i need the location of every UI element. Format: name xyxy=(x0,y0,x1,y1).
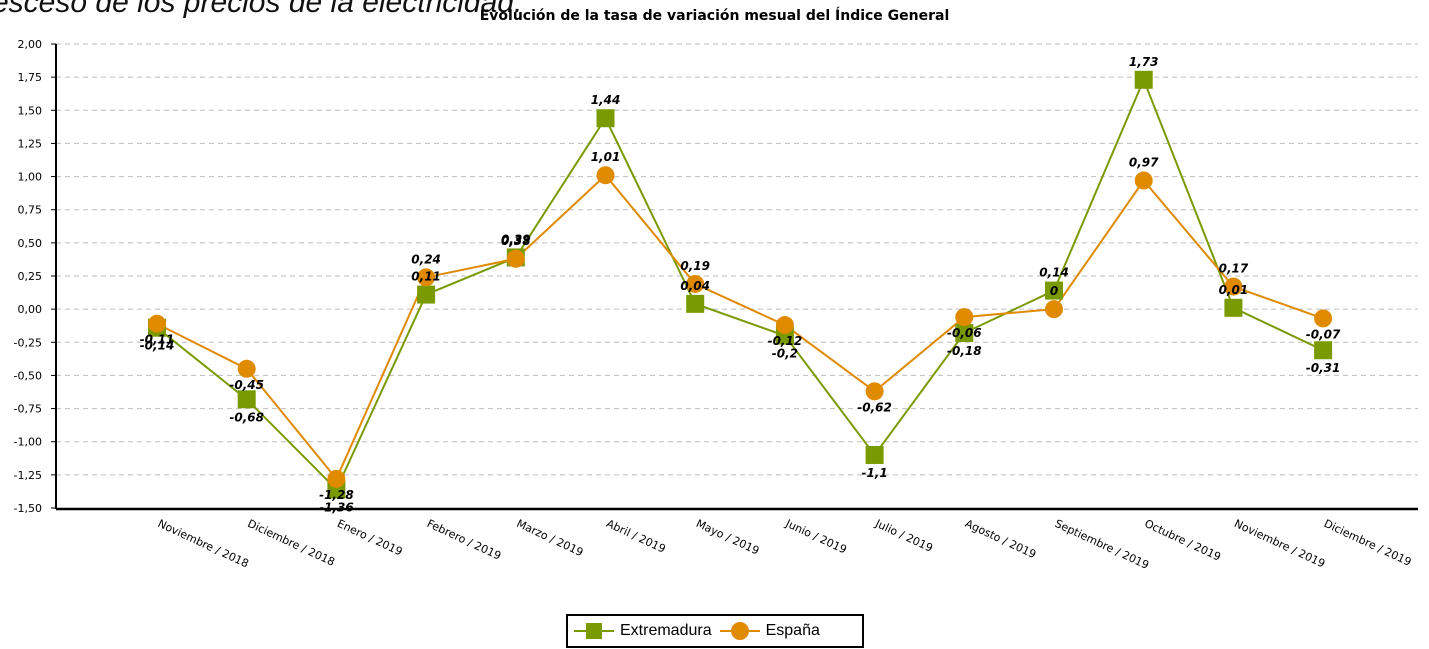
data-label-espana: 0,19 xyxy=(680,259,710,273)
data-label-extremadura: 1,73 xyxy=(1129,55,1159,69)
data-point-espana xyxy=(955,308,974,327)
data-label-espana: -0,06 xyxy=(947,326,982,340)
data-label-extremadura: 0,11 xyxy=(411,270,441,284)
data-label-espana: -1,28 xyxy=(319,488,354,502)
background-caption-text: esceso de los precios de la electricidad… xyxy=(0,0,523,19)
legend: Extremadura España xyxy=(566,614,864,648)
data-point-espana xyxy=(596,166,615,185)
data-label-espana: 0,38 xyxy=(501,234,531,248)
y-tick-label: -1,50 xyxy=(14,502,42,515)
data-label-extremadura: -0,68 xyxy=(229,410,264,424)
x-tick-label: Abril / 2019 xyxy=(604,517,667,556)
data-point-extremadura xyxy=(686,294,705,313)
data-point-espana xyxy=(686,274,705,293)
y-tick-label: 0,00 xyxy=(18,303,43,316)
data-label-extremadura: 0,04 xyxy=(680,279,710,293)
data-label-espana: -0,12 xyxy=(768,334,803,348)
data-point-extremadura xyxy=(1314,341,1333,360)
y-tick-label: 0,50 xyxy=(18,237,43,250)
x-tick-label: Octubre / 2019 xyxy=(1142,517,1222,564)
data-label-extremadura: -0,2 xyxy=(772,347,798,361)
data-point-extremadura xyxy=(1134,70,1153,89)
data-point-espana xyxy=(417,268,436,287)
y-tick-label: 1,75 xyxy=(18,71,43,84)
data-label-extremadura: 0,39 xyxy=(501,232,531,246)
x-tick-label: Diciembre / 2019 xyxy=(1322,517,1413,569)
y-tick-label: 1,50 xyxy=(18,104,43,117)
data-point-espana xyxy=(237,359,256,378)
data-point-espana xyxy=(148,314,166,333)
data-label-espana: 0,97 xyxy=(1129,156,1159,170)
x-tick-label: Noviembre / 2018 xyxy=(156,517,251,571)
series-line-espana xyxy=(156,173,1324,481)
x-tick-label: Junio / 2019 xyxy=(783,517,849,557)
data-point-extremadura xyxy=(596,109,615,128)
data-point-extremadura xyxy=(1224,298,1243,317)
y-tick-label: 2,00 xyxy=(18,38,43,51)
data-label-espana: -0,62 xyxy=(857,400,892,414)
data-label-extremadura: -1,1 xyxy=(861,466,887,480)
data-point-espana xyxy=(775,316,794,335)
data-label-espana: -0,45 xyxy=(229,378,264,392)
data-label-extremadura: 0,01 xyxy=(1219,283,1249,297)
x-tick-label: Julio / 2019 xyxy=(872,517,934,555)
x-tick-label: Noviembre / 2019 xyxy=(1232,517,1327,571)
y-tick-label: -1,25 xyxy=(14,469,42,482)
data-label-extremadura: 1,44 xyxy=(591,93,621,107)
data-label-espana: 0,24 xyxy=(411,252,441,266)
legend-item-extremadura: Extremadura xyxy=(568,621,720,641)
data-label-extremadura: -0,31 xyxy=(1306,361,1341,375)
data-point-espana xyxy=(327,469,346,488)
data-point-espana xyxy=(1045,300,1063,319)
legend-label: Extremadura xyxy=(620,622,712,639)
data-point-extremadura xyxy=(237,390,256,409)
legend-item-espana: España xyxy=(719,621,828,641)
x-tick-label: Septiembre / 2019 xyxy=(1053,517,1151,572)
data-label-espana: 0 xyxy=(1050,284,1058,298)
legend-marker-square-icon xyxy=(574,623,614,639)
data-point-espana xyxy=(1134,171,1153,190)
y-tick-label: -0,25 xyxy=(14,336,42,349)
y-tick-label: 0,75 xyxy=(18,204,43,217)
data-point-extremadura xyxy=(955,324,974,343)
y-tick-label: 0,25 xyxy=(18,270,43,283)
data-label-extremadura: -1,36 xyxy=(319,500,354,514)
data-point-espana xyxy=(865,382,884,401)
x-tick-label: Marzo / 2019 xyxy=(515,517,586,559)
y-tick-label: -0,50 xyxy=(14,369,42,382)
data-label-extremadura: 0,14 xyxy=(1039,266,1069,280)
x-tick-label: Diciembre / 2018 xyxy=(245,517,336,569)
x-tick-label: Febrero / 2019 xyxy=(425,517,503,563)
legend-label: España xyxy=(765,622,820,639)
data-label-espana: -0,07 xyxy=(1306,327,1341,341)
y-tick-label: -0,75 xyxy=(14,403,42,416)
x-tick-label: Enero / 2019 xyxy=(335,517,404,559)
data-label-extremadura: -0,14 xyxy=(140,339,175,353)
data-point-extremadura xyxy=(865,445,884,464)
legend-marker-circle-icon xyxy=(719,622,760,640)
chart-title: Evolución de la tasa de variación mesual… xyxy=(479,8,950,24)
data-label-espana: 1,01 xyxy=(591,150,621,164)
y-tick-label: -1,00 xyxy=(14,436,42,449)
data-point-extremadura xyxy=(1045,281,1063,300)
data-label-espana: 0,17 xyxy=(1219,262,1249,276)
y-tick-label: 1,00 xyxy=(18,171,43,184)
data-point-espana xyxy=(1314,309,1333,328)
data-label-extremadura: -0,18 xyxy=(947,344,982,358)
y-tick-label: 1,25 xyxy=(18,137,43,150)
data-label-espana: -0,11 xyxy=(140,333,175,347)
data-point-extremadura xyxy=(417,285,436,304)
data-point-espana xyxy=(506,249,525,268)
x-tick-label: Agosto / 2019 xyxy=(963,517,1038,561)
x-tick-label: Mayo / 2019 xyxy=(694,517,761,558)
series-line-extremadura xyxy=(156,77,1324,492)
data-point-espana xyxy=(1224,277,1243,296)
